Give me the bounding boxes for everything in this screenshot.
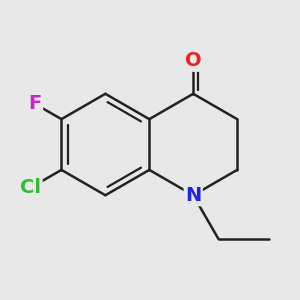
- Text: O: O: [185, 51, 202, 70]
- Text: Cl: Cl: [20, 178, 41, 197]
- Text: N: N: [185, 186, 201, 205]
- Text: F: F: [28, 94, 42, 113]
